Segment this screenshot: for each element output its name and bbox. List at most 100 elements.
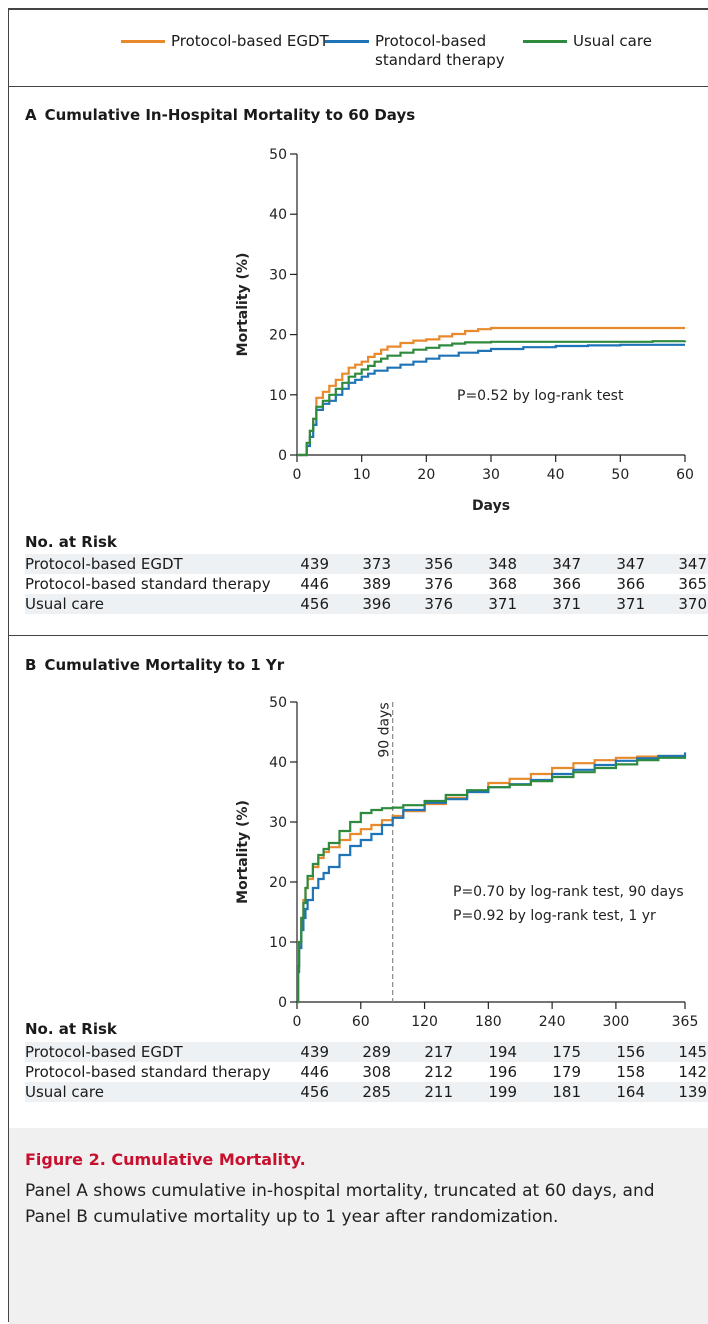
panel-a-risk-value: 371 bbox=[552, 595, 581, 613]
panel-a-risk-row-label: Protocol-based standard therapy bbox=[25, 575, 271, 593]
panel-a-risk-value: 371 bbox=[616, 595, 645, 613]
x-tick-label: 30 bbox=[482, 467, 500, 483]
series-line-2 bbox=[297, 756, 687, 1004]
panel-a-risk-value: 371 bbox=[488, 595, 517, 613]
x-tick-label: 40 bbox=[547, 467, 565, 483]
y-tick-label: 30 bbox=[269, 267, 287, 283]
panel-b-risk-row: Usual care 456 285 211 199 181 164 139 bbox=[25, 1082, 708, 1102]
x-tick-label: 180 bbox=[475, 1014, 502, 1030]
panel-b-risk-value: 199 bbox=[488, 1083, 517, 1101]
panel-a-risk-value: 366 bbox=[616, 575, 645, 593]
x-tick-label: 365 bbox=[672, 1014, 699, 1030]
y-tick-label: 40 bbox=[269, 755, 287, 771]
panel-b-letter: B bbox=[25, 656, 37, 674]
panel-a-risk-value: 456 bbox=[300, 595, 329, 613]
panel-a-risk-value: 368 bbox=[488, 575, 517, 593]
panel-b-risk-value: 156 bbox=[616, 1043, 645, 1061]
annotation-p-value-1-yr: P=0.92 by log-rank test, 1 yr bbox=[453, 908, 656, 924]
figure-caption: Figure 2. Cumulative Mortality. Panel A … bbox=[9, 1128, 708, 1324]
panel-a-risk-value: 373 bbox=[362, 555, 391, 573]
annotation-p-value: P=0.52 by log-rank test bbox=[457, 388, 624, 404]
y-tick-label: 50 bbox=[269, 147, 287, 163]
panel-b-risk-row-label: Usual care bbox=[25, 1083, 104, 1101]
panel-a-risk-row: Protocol-based EGDT 439 373 356 348 347 347 347 bbox=[25, 554, 708, 574]
panel-b-risk-value: 179 bbox=[552, 1063, 581, 1081]
legend-label-standard: Protocol-based standard therapy bbox=[375, 32, 505, 70]
x-tick-label: 20 bbox=[417, 467, 435, 483]
y-tick-label: 10 bbox=[269, 388, 287, 404]
x-tick-label: 60 bbox=[352, 1014, 370, 1030]
panel-divider bbox=[9, 635, 708, 636]
panel-a-risk-value: 365 bbox=[678, 575, 707, 593]
y-tick-label: 20 bbox=[269, 875, 287, 891]
panel-a-risk-value: 347 bbox=[616, 555, 645, 573]
panel-b-risk-row: Protocol-based EGDT 439 289 217 194 175 156 145 bbox=[25, 1042, 708, 1062]
panel-b-title: B Cumulative Mortality to 1 Yr bbox=[25, 656, 284, 674]
series-line-1 bbox=[297, 752, 687, 1004]
panel-b-risk-header: No. at Risk bbox=[25, 1020, 117, 1038]
legend-line-usual bbox=[523, 40, 567, 43]
x-tick-label: 240 bbox=[539, 1014, 566, 1030]
panel-b-risk-value: 446 bbox=[300, 1063, 329, 1081]
panel-b-risk-value: 289 bbox=[362, 1043, 391, 1061]
panel-b-risk-row: Protocol-based standard therapy 446 308 212… bbox=[25, 1062, 708, 1082]
reference-line-label: 90 days bbox=[377, 702, 393, 757]
panel-b-risk-value: 194 bbox=[488, 1043, 517, 1061]
panel-a-title: A Cumulative In-Hospital Mortality to 60 … bbox=[25, 106, 415, 124]
caption-title: Figure 2. Cumulative Mortality. bbox=[25, 1150, 306, 1169]
legend: Protocol-based EGDT Protocol-based stand… bbox=[9, 10, 708, 87]
panel-a-risk-value: 396 bbox=[362, 595, 391, 613]
panel-a-risk-header: No. at Risk bbox=[25, 533, 117, 551]
series-line-2 bbox=[297, 340, 687, 457]
y-tick-label: 10 bbox=[269, 935, 287, 951]
y-tick-label: 40 bbox=[269, 207, 287, 223]
y-tick-label: 30 bbox=[269, 815, 287, 831]
y-axis-label: Mortality (%) bbox=[235, 253, 251, 357]
x-tick-label: 0 bbox=[293, 467, 302, 483]
y-tick-label: 0 bbox=[278, 448, 287, 464]
panel-a-risk-value: 389 bbox=[362, 575, 391, 593]
panel-a-letter: A bbox=[25, 106, 37, 124]
panel-a-risk-row: Protocol-based standard therapy 446 389 376… bbox=[25, 574, 708, 594]
y-tick-label: 20 bbox=[269, 328, 287, 344]
annotation-p-value-90-days: P=0.70 by log-rank test, 90 days bbox=[453, 884, 684, 900]
x-tick-label: 60 bbox=[676, 467, 694, 483]
series-line-0 bbox=[297, 754, 687, 1004]
panel-a-risk-value: 356 bbox=[424, 555, 453, 573]
panel-b-risk-value: 181 bbox=[552, 1083, 581, 1101]
panel-a-risk-value: 370 bbox=[678, 595, 707, 613]
x-tick-label: 300 bbox=[603, 1014, 630, 1030]
panel-b-risk-value: 145 bbox=[678, 1043, 707, 1061]
x-tick-label: 120 bbox=[411, 1014, 438, 1030]
panel-a-risk-value: 446 bbox=[300, 575, 329, 593]
panel-a-risk-value: 347 bbox=[678, 555, 707, 573]
panel-b-risk-row-label: Protocol-based EGDT bbox=[25, 1043, 183, 1061]
panel-b-risk-value: 217 bbox=[424, 1043, 453, 1061]
panel-a-risk-value: 376 bbox=[424, 595, 453, 613]
panel-a-risk-row: Usual care 456 396 376 371 371 371 370 bbox=[25, 594, 708, 614]
y-tick-label: 50 bbox=[269, 695, 287, 711]
panel-a-risk-row-label: Protocol-based EGDT bbox=[25, 555, 183, 573]
series-line-0 bbox=[297, 326, 685, 457]
figure-frame: Protocol-based EGDT Protocol-based stand… bbox=[8, 8, 708, 1324]
panel-b-risk-value: 211 bbox=[424, 1083, 453, 1101]
panel-b-risk-value: 196 bbox=[488, 1063, 517, 1081]
legend-label-usual: Usual care bbox=[573, 32, 652, 50]
panel-b-risk-value: 158 bbox=[616, 1063, 645, 1081]
x-tick-label: 10 bbox=[353, 467, 371, 483]
panel-a-risk-value: 376 bbox=[424, 575, 453, 593]
panel-b-risk-value: 212 bbox=[424, 1063, 453, 1081]
legend-line-standard bbox=[325, 40, 369, 43]
panel-b-chart: 01020304050060120180240300365DaysMortali… bbox=[235, 695, 699, 1061]
panel-b-risk-value: 285 bbox=[362, 1083, 391, 1101]
panel-a-risk-value: 347 bbox=[552, 555, 581, 573]
y-axis-label: Mortality (%) bbox=[235, 800, 251, 904]
panel-b-title-text: Cumulative Mortality to 1 Yr bbox=[44, 656, 285, 674]
panel-a-chart: 0 10 20 30 40 50 0 10 20 30 40 50 60 Days Mortality (%… bbox=[235, 147, 694, 514]
panel-b-risk-value: 164 bbox=[616, 1083, 645, 1101]
legend-line-egdt bbox=[121, 40, 165, 43]
legend-label-standard-line1: Protocol-based bbox=[375, 32, 487, 50]
panel-b-risk-value: 308 bbox=[362, 1063, 391, 1081]
panel-b-risk-value: 142 bbox=[678, 1063, 707, 1081]
x-axis-label: Days bbox=[472, 498, 510, 514]
